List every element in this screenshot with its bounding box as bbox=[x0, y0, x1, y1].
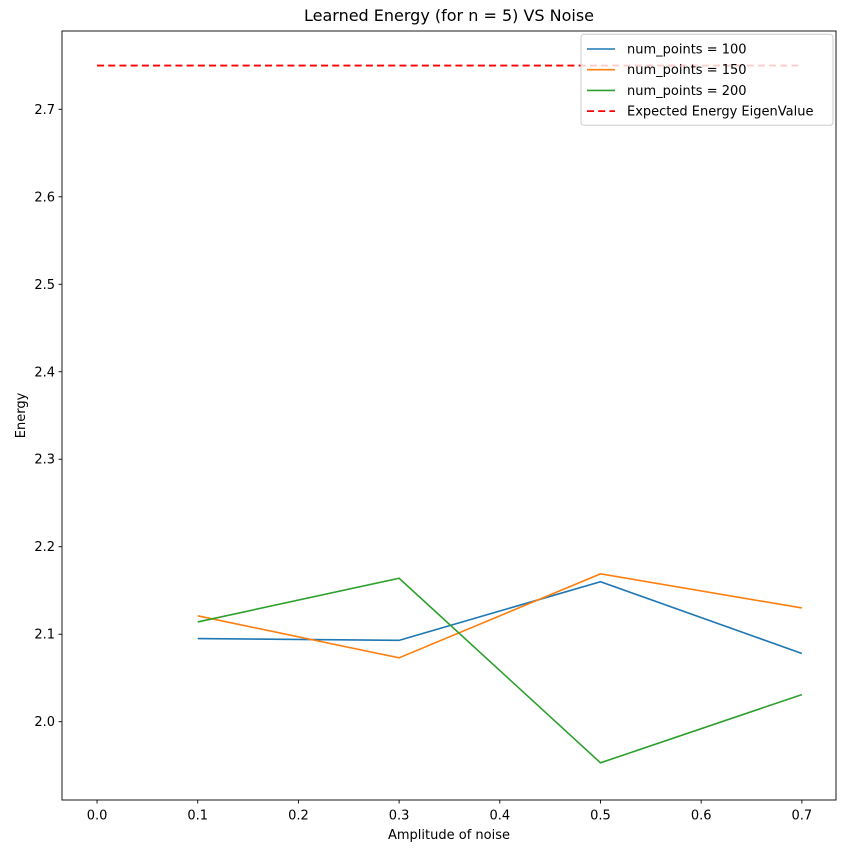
series-line bbox=[197, 573, 802, 659]
y-tick-label: 2.6 bbox=[34, 190, 55, 205]
x-tick-label: 0.0 bbox=[87, 809, 108, 824]
x-tick-label: 0.7 bbox=[792, 809, 813, 824]
x-axis-label: Amplitude of noise bbox=[388, 828, 510, 843]
x-tick-label: 0.2 bbox=[288, 809, 309, 824]
chart-title: Learned Energy (for n = 5) VS Noise bbox=[304, 6, 594, 25]
x-tick-label: 0.5 bbox=[590, 809, 611, 824]
x-tick-label: 0.4 bbox=[489, 809, 510, 824]
y-tick-label: 2.1 bbox=[34, 628, 55, 643]
legend-item-label: num_points = 100 bbox=[627, 43, 747, 58]
legend-item-label: Expected Energy EigenValue bbox=[627, 105, 813, 120]
x-tick-label: 0.3 bbox=[389, 809, 410, 824]
y-axis-label: Energy bbox=[14, 392, 29, 438]
legend-box bbox=[580, 33, 834, 126]
y-tick-label: 2.5 bbox=[34, 278, 55, 293]
plot-area bbox=[61, 30, 837, 801]
series-line bbox=[197, 580, 803, 655]
y-tick-label: 2.7 bbox=[34, 103, 55, 118]
y-tick-label: 2.0 bbox=[34, 715, 55, 730]
axis-ticks: 0.0 0.1 0.2 0.3 0.4 0.5 0.6 0.7 2.0 2.1 2.2 2.3 2.4 2… bbox=[34, 103, 812, 824]
y-tick-label: 2.4 bbox=[34, 365, 55, 380]
y-tick-label: 2.2 bbox=[34, 540, 55, 555]
legend-item-label: num_points = 150 bbox=[627, 63, 747, 78]
series-line bbox=[197, 577, 803, 764]
legend-item-label: num_points = 200 bbox=[627, 84, 747, 99]
x-tick-label: 0.6 bbox=[691, 809, 712, 824]
x-tick-label: 0.1 bbox=[187, 809, 208, 824]
y-tick-label: 2.3 bbox=[34, 453, 55, 468]
legend: num_points = 100 num_points = 150 num_poin… bbox=[580, 33, 834, 126]
